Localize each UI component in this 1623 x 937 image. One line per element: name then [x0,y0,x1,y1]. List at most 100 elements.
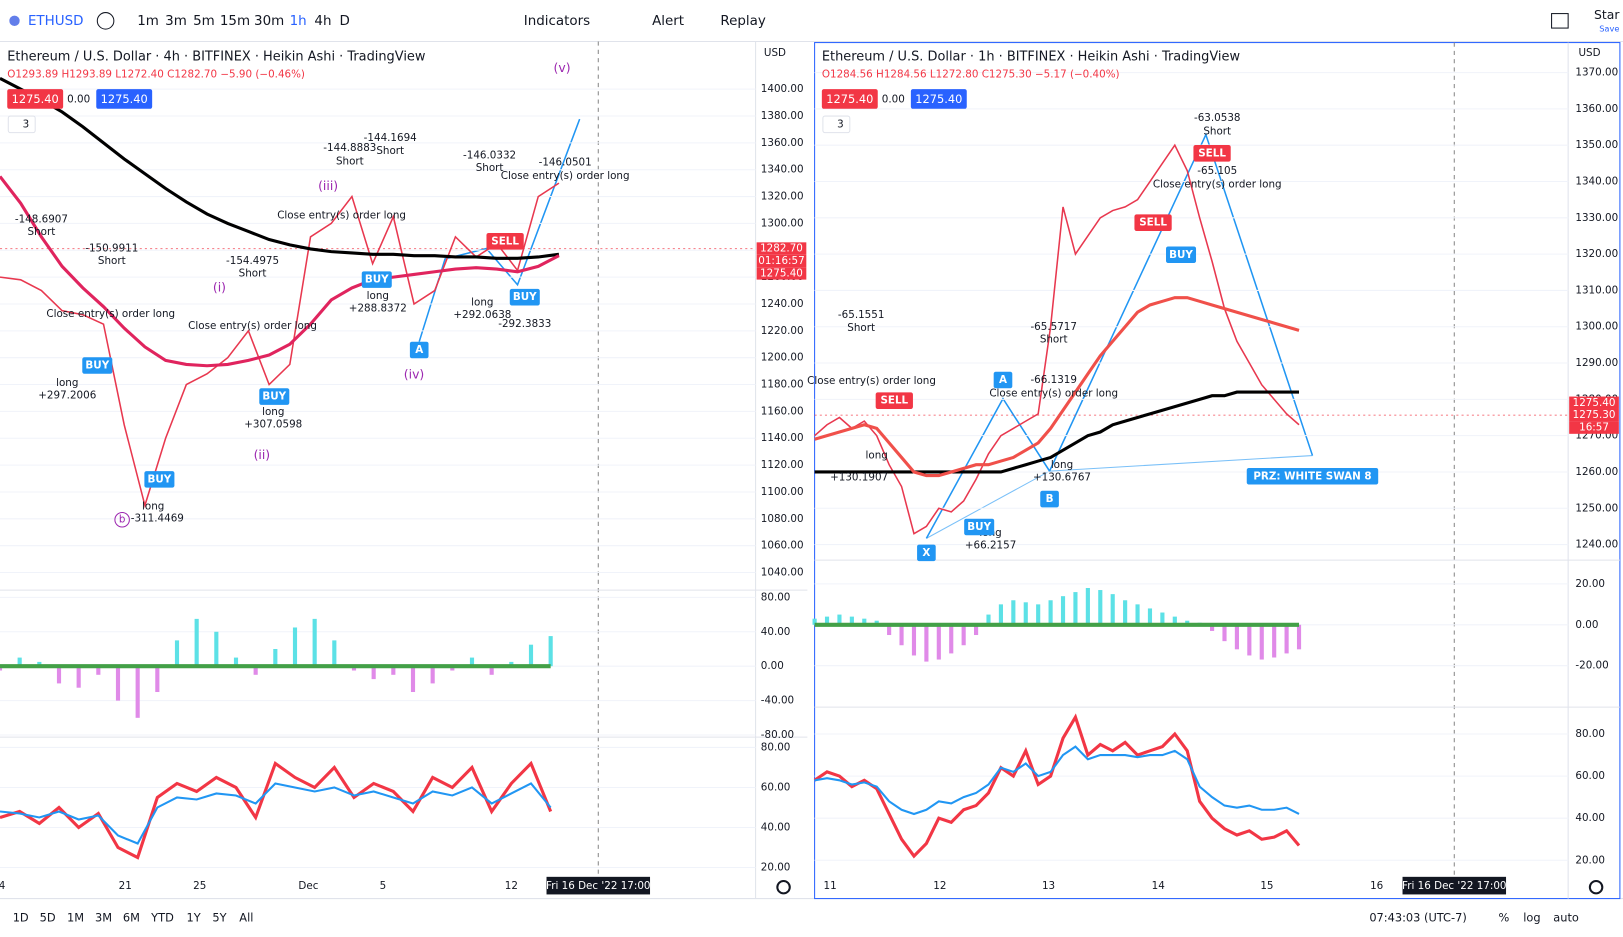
signal-badge [917,544,936,562]
settings-icon[interactable] [1588,879,1604,895]
signal-badge [144,471,175,488]
symbol[interactable]: ETHUSD [28,14,84,29]
oscillator-bar [0,666,3,671]
range-button[interactable]: 5D [40,911,56,925]
strategy-annotation: -292.3833 [498,318,551,330]
price-label: 1275.30 [1573,409,1616,421]
interval-button[interactable]: 3m [165,14,187,29]
strategy-annotation: -311.4469 [131,513,184,525]
studies-toggle[interactable] [822,115,851,134]
price-axis-label: 1040.00 [761,567,804,579]
date-label: 12 [933,880,946,892]
interval-button[interactable]: D [340,14,350,29]
interval-button[interactable]: 4h [314,14,331,29]
oscillator-bar [1085,587,1090,625]
oscillator-bar [469,657,475,667]
strategy-annotation: +130.6767 [1033,471,1091,483]
strategy-annotation: long [142,500,164,512]
ask-price[interactable]: 1275.40 [915,92,962,106]
signal-badge [1134,214,1172,231]
price-axis-label: 1240.00 [761,298,804,310]
signal-badge-label: SELL [880,395,908,407]
price-axis-label: 0.00 [761,660,784,672]
range-button[interactable]: 1Y [186,911,200,925]
signal-badge-label: BUY [148,473,172,485]
studies-count[interactable]: 3 [23,118,30,130]
oscillator-bar [986,614,991,625]
signal-badge-label: BUY [1169,249,1193,261]
series-line [0,182,560,509]
oscillator-bar [1284,624,1289,654]
price-axis-label: 40.00 [1575,812,1605,824]
oscillator-bar [489,666,494,675]
price-axis-label: 1400.00 [761,83,804,95]
star-button[interactable]: Star [1594,7,1620,22]
interval-button[interactable]: 30m [254,14,284,29]
price-axis-label: 1350.00 [1575,139,1618,151]
layout-button[interactable] [1551,13,1569,29]
interval-button[interactable]: 15m [220,14,250,29]
oscillator-bar [1172,616,1177,625]
replay-button[interactable]: Replay [720,14,765,29]
ohlc-values: O1293.89 H1293.89 L1272.40 C1282.70 −5.9… [7,69,305,81]
wave-badge [114,511,130,528]
price-axis-label: 20.00 [1575,578,1605,590]
oscillator-bar [1023,602,1028,625]
strategy-annotation: +130.1907 [830,471,888,483]
range-button[interactable]: All [239,911,253,925]
series-line [0,77,560,260]
oscillator-bar [998,604,1003,625]
range-button[interactable]: 3M [95,911,112,925]
save-button[interactable]: Save [1599,24,1619,34]
bid-price[interactable]: 1275.40 [826,92,873,106]
price-axis-label: 1320.00 [761,191,804,203]
date-label: 4 [0,880,5,892]
oscillator-bar [17,657,22,667]
price-axis-label: 1330.00 [1575,212,1618,224]
signal-badge [259,388,290,405]
signal-badge-label: SELL [1139,217,1167,229]
studies-count[interactable]: 3 [837,118,844,130]
scale-option[interactable]: log [1523,911,1540,925]
date-label: 15 [1260,880,1273,892]
scale-option[interactable]: % [1499,911,1510,925]
oscillator-bar [862,618,867,625]
price-axis-label: 1080.00 [761,513,804,525]
price-axis-label: 0.00 [1575,619,1598,631]
price-axis-label: 1200.00 [761,352,804,364]
price-axis-label: 1340.00 [761,164,804,176]
interval-button[interactable]: 1m [137,14,159,29]
signal-badge-label: A [999,374,1007,386]
oscillator-bar [837,614,842,625]
interval-button[interactable]: 1h [290,14,307,29]
range-button[interactable]: 6M [123,911,140,925]
price-axis-label: 20.00 [1575,854,1605,866]
series-line [814,296,1300,478]
range-button[interactable]: 1M [67,911,84,925]
strategy-annotation: Close entry(s) order long [1153,178,1282,190]
price-axis-label: 1370.00 [1575,67,1618,79]
price-label: 1282.70 [760,243,803,255]
indicators-button[interactable]: Indicators [524,14,590,29]
oscillator-bar [273,648,278,667]
interval-button[interactable]: 5m [193,14,215,29]
strategy-annotation: Close entry(s) order long [807,375,936,387]
range-button[interactable]: 5Y [212,911,226,925]
price-axis-label: 1300.00 [1575,321,1618,333]
range-button[interactable]: 1D [13,911,29,925]
add-symbol[interactable] [96,12,115,30]
ask-badge [910,89,967,109]
scale-option[interactable]: auto [1553,911,1579,925]
price-label: 01:16:57 [758,255,804,267]
price-axis-label: 40.00 [761,626,791,638]
settings-icon[interactable] [776,879,791,895]
signal-badge-label: PRZ: WHITE SWAN 8 [1253,470,1371,482]
ask-price[interactable]: 1275.40 [101,92,148,106]
bid-price[interactable]: 1275.40 [12,92,59,106]
range-button[interactable]: YTD [150,911,174,925]
studies-toggle[interactable] [7,115,36,134]
price-axis-label: 80.00 [1575,728,1605,740]
price-axis-label: 1360.00 [1575,103,1618,115]
alert-button[interactable]: Alert [652,14,684,29]
strategy-annotation: (i) [213,279,226,294]
